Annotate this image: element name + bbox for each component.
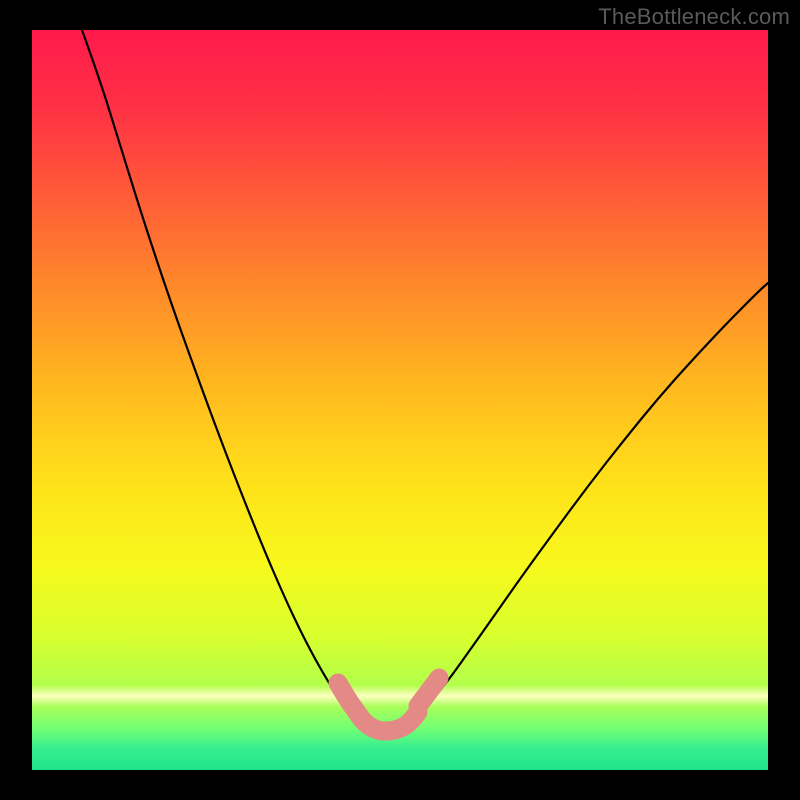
watermark-text: TheBottleneck.com [598,4,790,30]
bottleneck-chart [0,0,800,800]
